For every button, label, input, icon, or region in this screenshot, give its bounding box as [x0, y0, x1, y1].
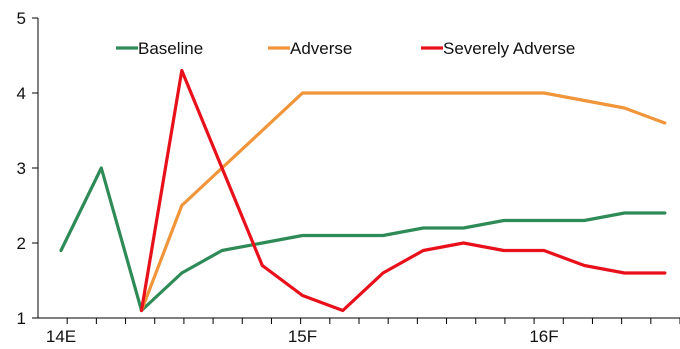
x-tick-label: 16F	[529, 327, 558, 346]
x-tick-label: 14E	[46, 327, 76, 346]
legend-label-baseline: Baseline	[138, 39, 203, 58]
y-tick-label: 2	[17, 234, 26, 253]
series-lines	[59, 68, 667, 313]
y-tick-label: 4	[17, 84, 26, 103]
series-line-severely-adverse	[139, 68, 667, 313]
series-line-adverse	[139, 91, 667, 313]
y-tick-label: 3	[17, 159, 26, 178]
x-axis: 14E15F16F17F	[38, 317, 680, 346]
series-line-baseline	[59, 166, 667, 313]
y-tick-label: 5	[17, 9, 26, 28]
y-tick-label: 1	[17, 309, 26, 328]
x-tick-label: 15F	[288, 327, 317, 346]
legend-label-severely-adverse: Severely Adverse	[443, 39, 575, 58]
legend: Baseline Adverse Severely Adverse	[116, 39, 575, 58]
legend-label-adverse: Adverse	[290, 39, 352, 58]
y-axis: 1 2 3 4 5	[17, 9, 39, 328]
